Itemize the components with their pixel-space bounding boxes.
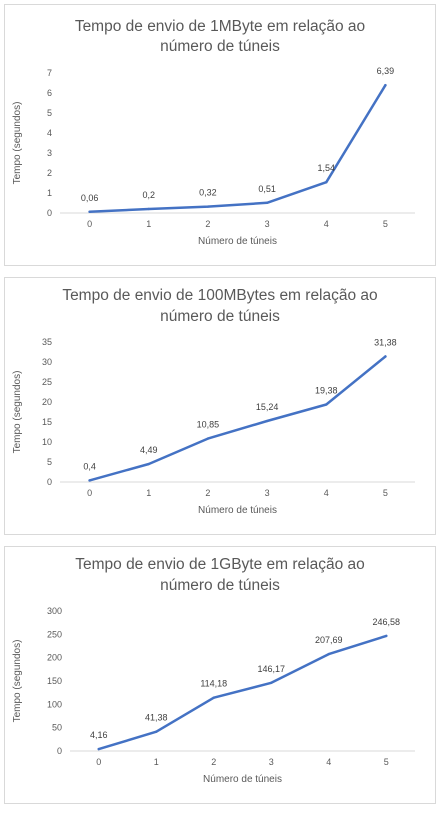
x-tick-label: 5 bbox=[383, 219, 388, 229]
data-point bbox=[384, 84, 387, 87]
line-chart-100mbytes: Tempo de envio de 100MBytes em relação a… bbox=[12, 287, 415, 516]
x-tick-label: 2 bbox=[205, 488, 210, 498]
chart-title-line-1: Tempo de envio de 1MByte em relação ao bbox=[75, 18, 365, 35]
y-tick-label: 20 bbox=[42, 397, 52, 407]
y-tick-label: 10 bbox=[42, 437, 52, 447]
x-tick-label: 1 bbox=[154, 757, 159, 767]
y-tick-label: 5 bbox=[47, 108, 52, 118]
y-tick-label: 3 bbox=[47, 148, 52, 158]
data-label: 246,58 bbox=[372, 617, 400, 627]
y-tick-label: 7 bbox=[47, 68, 52, 78]
data-point bbox=[97, 747, 100, 751]
data-label: 0,4 bbox=[83, 461, 96, 471]
data-point bbox=[88, 479, 91, 482]
chart-title-line-2: número de túneis bbox=[160, 577, 280, 594]
data-label: 19,38 bbox=[315, 385, 338, 395]
data-label: 10,85 bbox=[197, 420, 220, 430]
y-tick-label: 4 bbox=[47, 128, 52, 138]
x-axis-label: Número de túneis bbox=[198, 505, 277, 516]
x-axis-label: Número de túneis bbox=[203, 774, 282, 785]
y-axis-label: Tempo (segundos) bbox=[12, 371, 23, 454]
line-chart-1mbyte: Tempo de envio de 1MByte em relação ao nú… bbox=[12, 18, 415, 247]
y-tick-label: 150 bbox=[47, 676, 62, 686]
data-label: 4,49 bbox=[140, 445, 158, 455]
data-point bbox=[265, 419, 269, 423]
x-tick-label: 4 bbox=[326, 757, 331, 767]
x-tick-label: 1 bbox=[146, 219, 151, 229]
x-tick-label: 3 bbox=[265, 488, 270, 498]
y-tick-label: 0 bbox=[47, 477, 52, 487]
x-tick-label: 3 bbox=[269, 757, 274, 767]
y-tick-label: 6 bbox=[47, 88, 52, 98]
x-tick-label: 1 bbox=[146, 488, 151, 498]
data-label: 207,69 bbox=[315, 635, 343, 645]
data-label: 41,38 bbox=[145, 713, 168, 723]
y-tick-label: 30 bbox=[42, 357, 52, 367]
data-label: 6,39 bbox=[377, 66, 395, 76]
x-tick-label: 5 bbox=[383, 488, 388, 498]
data-point bbox=[88, 210, 91, 213]
series-line bbox=[97, 634, 388, 751]
x-tick-label: 4 bbox=[324, 488, 329, 498]
x-tick-label: 5 bbox=[384, 757, 389, 767]
data-point bbox=[325, 403, 328, 406]
data-point bbox=[147, 207, 150, 211]
y-tick-label: 25 bbox=[42, 377, 52, 387]
y-tick-label: 35 bbox=[42, 337, 52, 347]
data-point bbox=[155, 730, 158, 733]
x-tick-label: 4 bbox=[324, 219, 329, 229]
data-point bbox=[265, 201, 269, 204]
line-chart-1gbyte: Tempo de envio de 1GByte em relação ao nú… bbox=[12, 556, 415, 785]
data-label: 1,54 bbox=[317, 163, 335, 173]
y-tick-label: 200 bbox=[47, 653, 62, 663]
x-tick-label: 2 bbox=[211, 757, 216, 767]
chart-panel-1mbyte: Tempo de envio de 1MByte em relação ao nú… bbox=[4, 4, 436, 266]
y-tick-label: 5 bbox=[47, 457, 52, 467]
chart-title-line-1: Tempo de envio de 1GByte em relação ao bbox=[75, 556, 365, 573]
y-tick-label: 50 bbox=[52, 723, 62, 733]
y-tick-label: 2 bbox=[47, 168, 52, 178]
data-label: 15,24 bbox=[256, 402, 279, 412]
data-label: 31,38 bbox=[374, 337, 397, 347]
y-tick-label: 0 bbox=[47, 208, 52, 218]
data-point bbox=[327, 652, 330, 656]
y-axis-label: Tempo (segundos) bbox=[12, 102, 23, 185]
chart-title-line-2: número de túneis bbox=[160, 308, 280, 325]
chart-title-line-1: Tempo de envio de 100MBytes em relação a… bbox=[62, 287, 377, 304]
data-point bbox=[270, 681, 273, 684]
y-tick-label: 100 bbox=[47, 699, 62, 709]
y-tick-label: 250 bbox=[47, 629, 62, 639]
x-tick-label: 0 bbox=[87, 488, 92, 498]
data-label: 114,18 bbox=[200, 679, 227, 689]
x-tick-label: 0 bbox=[87, 219, 92, 229]
data-label: 0,06 bbox=[81, 193, 99, 203]
data-point bbox=[384, 355, 387, 358]
data-label: 146,17 bbox=[257, 664, 285, 674]
data-label: 0,32 bbox=[199, 188, 217, 198]
data-point bbox=[206, 205, 210, 208]
y-tick-label: 300 bbox=[47, 606, 62, 616]
y-tick-label: 15 bbox=[42, 417, 52, 427]
x-tick-label: 0 bbox=[96, 757, 101, 767]
y-tick-label: 0 bbox=[57, 746, 62, 756]
series-line bbox=[88, 355, 387, 482]
data-point bbox=[385, 634, 388, 638]
data-label: 4,16 bbox=[90, 730, 108, 740]
x-tick-label: 3 bbox=[265, 219, 270, 229]
chart-panel-100mbytes: Tempo de envio de 100MBytes em relação a… bbox=[4, 277, 436, 535]
data-label: 0,2 bbox=[142, 190, 155, 200]
data-point bbox=[147, 462, 150, 466]
x-axis-label: Número de túneis bbox=[198, 236, 277, 247]
data-point bbox=[206, 437, 210, 440]
y-tick-label: 1 bbox=[47, 188, 52, 198]
chart-title-line-2: número de túneis bbox=[160, 38, 280, 55]
data-point bbox=[325, 181, 328, 184]
data-label: 0,51 bbox=[258, 184, 276, 194]
data-point bbox=[212, 696, 215, 699]
x-tick-label: 2 bbox=[205, 219, 210, 229]
series-line bbox=[88, 83, 387, 214]
y-axis-label: Tempo (segundos) bbox=[12, 640, 23, 723]
chart-panel-1gbyte: Tempo de envio de 1GByte em relação ao nú… bbox=[4, 546, 436, 804]
